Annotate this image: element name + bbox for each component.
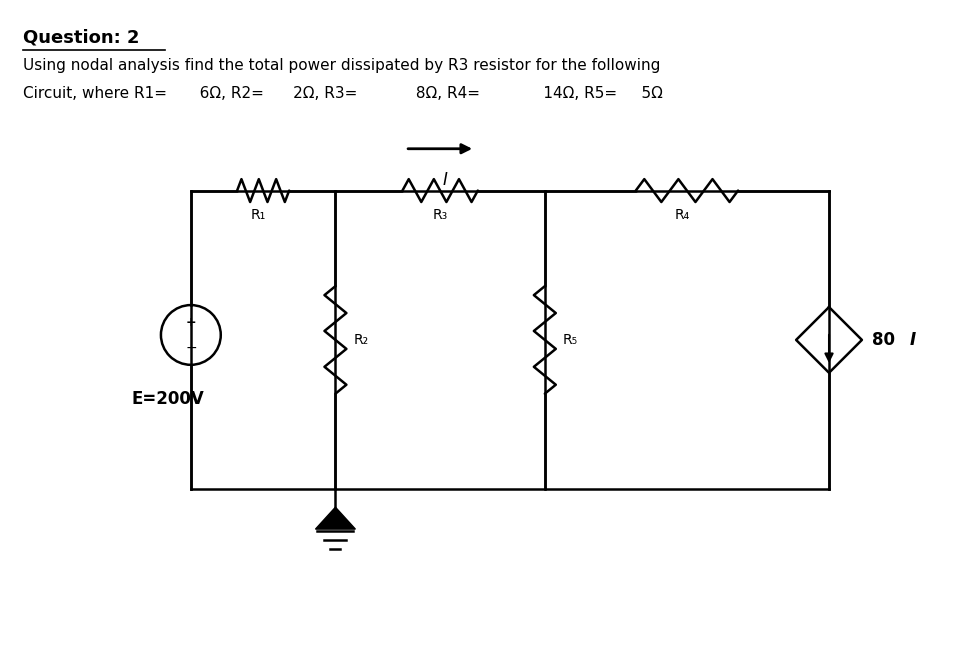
Text: R₂: R₂ [354, 333, 368, 347]
Text: 80: 80 [872, 331, 895, 349]
Text: Question: 2: Question: 2 [23, 28, 140, 46]
Text: Using nodal analysis find the total power dissipated by R3 resistor for the foll: Using nodal analysis find the total powe… [23, 58, 661, 73]
Text: −: − [185, 341, 196, 355]
Text: I: I [442, 171, 447, 188]
Text: E=200V: E=200V [131, 390, 204, 408]
Text: +: + [186, 317, 196, 330]
Text: Circuit, where R1=: Circuit, where R1= [23, 86, 167, 101]
Text: 6Ω, R2=      2Ω, R3=            8Ω, R4=             14Ω, R5=     5Ω: 6Ω, R2= 2Ω, R3= 8Ω, R4= 14Ω, R5= 5Ω [185, 86, 663, 101]
Text: R₄: R₄ [675, 208, 689, 223]
Text: I: I [910, 331, 916, 349]
Polygon shape [316, 507, 356, 529]
Text: R₅: R₅ [563, 333, 578, 347]
Text: R₃: R₃ [433, 208, 448, 223]
Text: R₁: R₁ [251, 208, 265, 223]
